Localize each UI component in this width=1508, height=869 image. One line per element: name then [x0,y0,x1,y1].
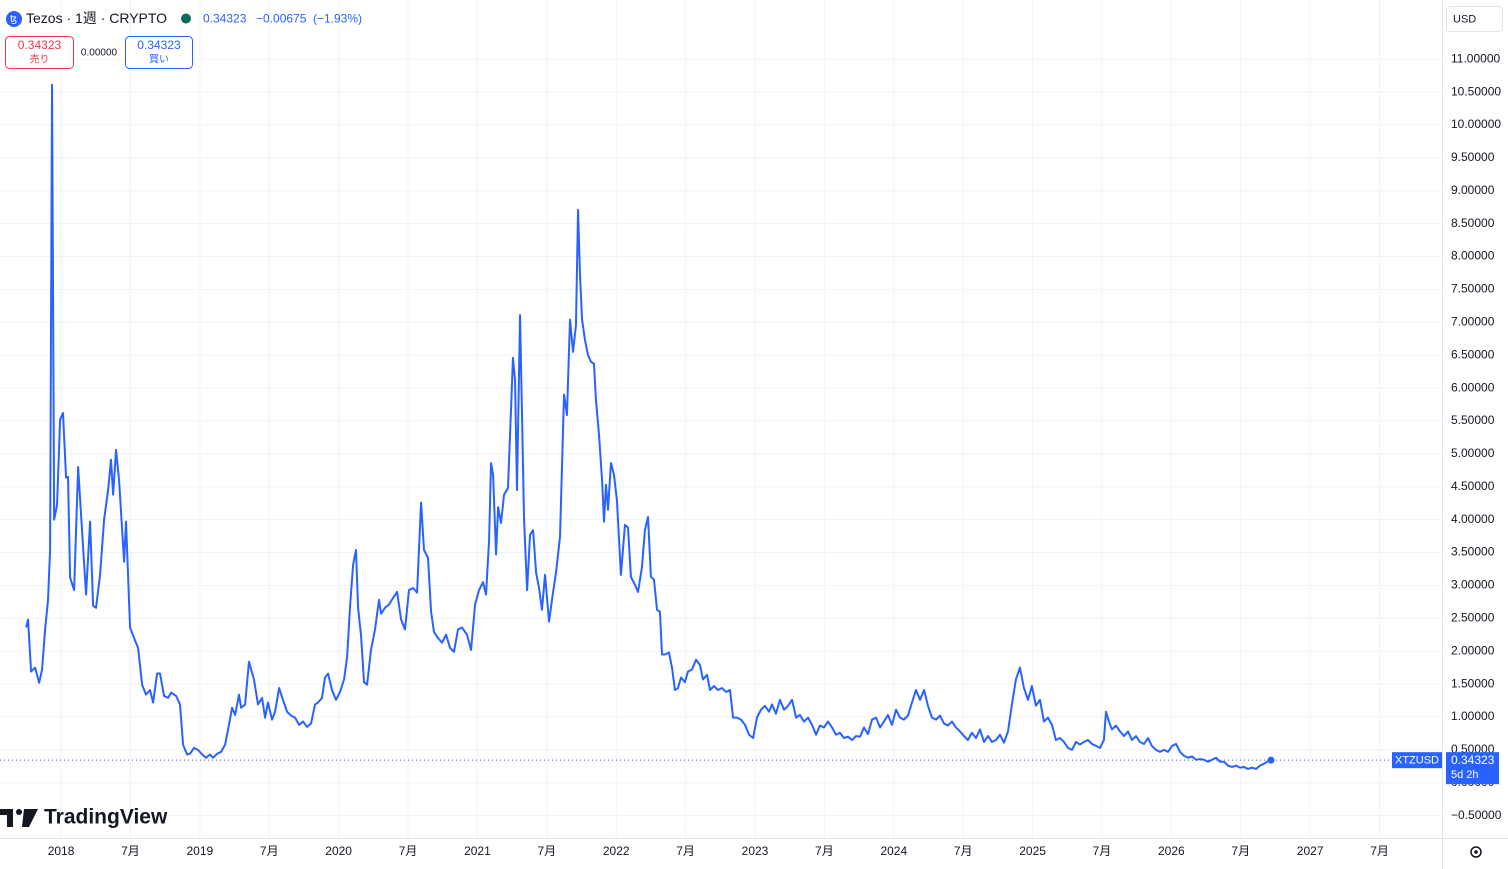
settings-button[interactable] [1470,846,1482,858]
last-price-dot [1267,756,1275,764]
buy-button[interactable] [125,36,193,69]
logo-icon [0,809,38,827]
x-tick-label: 7月 [676,844,695,858]
y-tick-label: 8.00000 [1451,249,1495,263]
y-tick-label: 7.50000 [1451,282,1495,296]
x-tick-label: 7月 [1370,844,1389,858]
y-tick-label: −0.50000 [1451,808,1502,822]
grid [0,0,1442,838]
price-change: −0.00675 [256,12,307,26]
price-tag-countdown: 5d 2h [1451,769,1479,781]
sell-button[interactable] [5,36,74,69]
x-tick-label: 2025 [1019,844,1046,858]
buy-price: 0.34323 [137,38,181,52]
y-tick-label: 11.00000 [1451,51,1500,65]
x-tick-label: 2021 [464,844,491,858]
plot [0,83,1442,770]
y-tick-label: 4.50000 [1451,479,1495,493]
y-tick-label: 3.50000 [1451,545,1495,559]
x-tick-label: 2023 [742,844,769,858]
y-tick-label: 1.00000 [1451,709,1495,723]
y-tick-label: 5.00000 [1451,446,1495,460]
symbol-icon [6,11,22,27]
symbol-icon-glyph: ꜩ [10,14,17,25]
x-tick-label: 7月 [537,844,556,858]
x-tick-label: 7月 [399,844,418,858]
y-tick-label: 1.50000 [1451,676,1495,690]
sell-label: 売り [30,53,50,66]
last-price: 0.34323 [203,12,247,26]
x-tick-label: 2024 [880,844,907,858]
x-tick-label: 2022 [603,844,630,858]
sell-price: 0.34323 [18,38,62,52]
y-tick-label: 2.00000 [1451,643,1495,657]
x-tick-label: 7月 [1093,844,1112,858]
price-tag [1446,752,1499,785]
currency-button[interactable] [1446,6,1503,32]
y-tick-label: 10.50000 [1451,84,1501,98]
x-tick-label: 7月 [1231,844,1250,858]
x-tick-label: 7月 [260,844,279,858]
y-tick-label: 5.50000 [1451,413,1495,427]
axes: −0.500000.000000.500001.000001.500002.00… [48,51,1502,858]
buy-label: 買い [149,54,169,66]
y-tick-label: 7.00000 [1451,314,1495,328]
x-tick-label: 2027 [1297,844,1324,858]
y-tick-label: 6.50000 [1451,347,1495,361]
symbol-tag-label: XTZUSD [1395,755,1439,767]
x-tick-label: 2018 [48,844,75,858]
y-tick-label: 6.00000 [1451,380,1495,394]
y-tick-label: 9.00000 [1451,183,1495,197]
x-tick-label: 2019 [187,844,214,858]
spread: 0.00000 [81,48,118,59]
y-tick-label: 10.00000 [1451,117,1501,131]
x-tick-label: 7月 [815,844,834,858]
x-tick-label: 7月 [954,844,973,858]
y-tick-label: 2.50000 [1451,610,1495,624]
symbol-title[interactable]: Tezos · 1週 · CRYPTO [26,10,167,26]
x-tick-label: 2020 [325,844,352,858]
x-tick-label: 7月 [121,844,140,858]
y-tick-label: 4.00000 [1451,512,1495,526]
symbol-tag [1392,752,1442,769]
settings-dot [1474,850,1478,854]
price-line [25,83,1272,770]
logo-text: TradingView [44,806,168,829]
currency-label: USD [1453,13,1476,25]
y-tick-label: 3.00000 [1451,578,1495,592]
price-change-percent: (−1.93%) [313,12,362,26]
y-tick-label: 8.50000 [1451,216,1495,230]
market-status[interactable] [181,13,191,24]
y-tick-label: 9.50000 [1451,150,1495,164]
x-tick-label: 2026 [1158,844,1185,858]
price-tag-value: 0.34323 [1451,753,1495,767]
